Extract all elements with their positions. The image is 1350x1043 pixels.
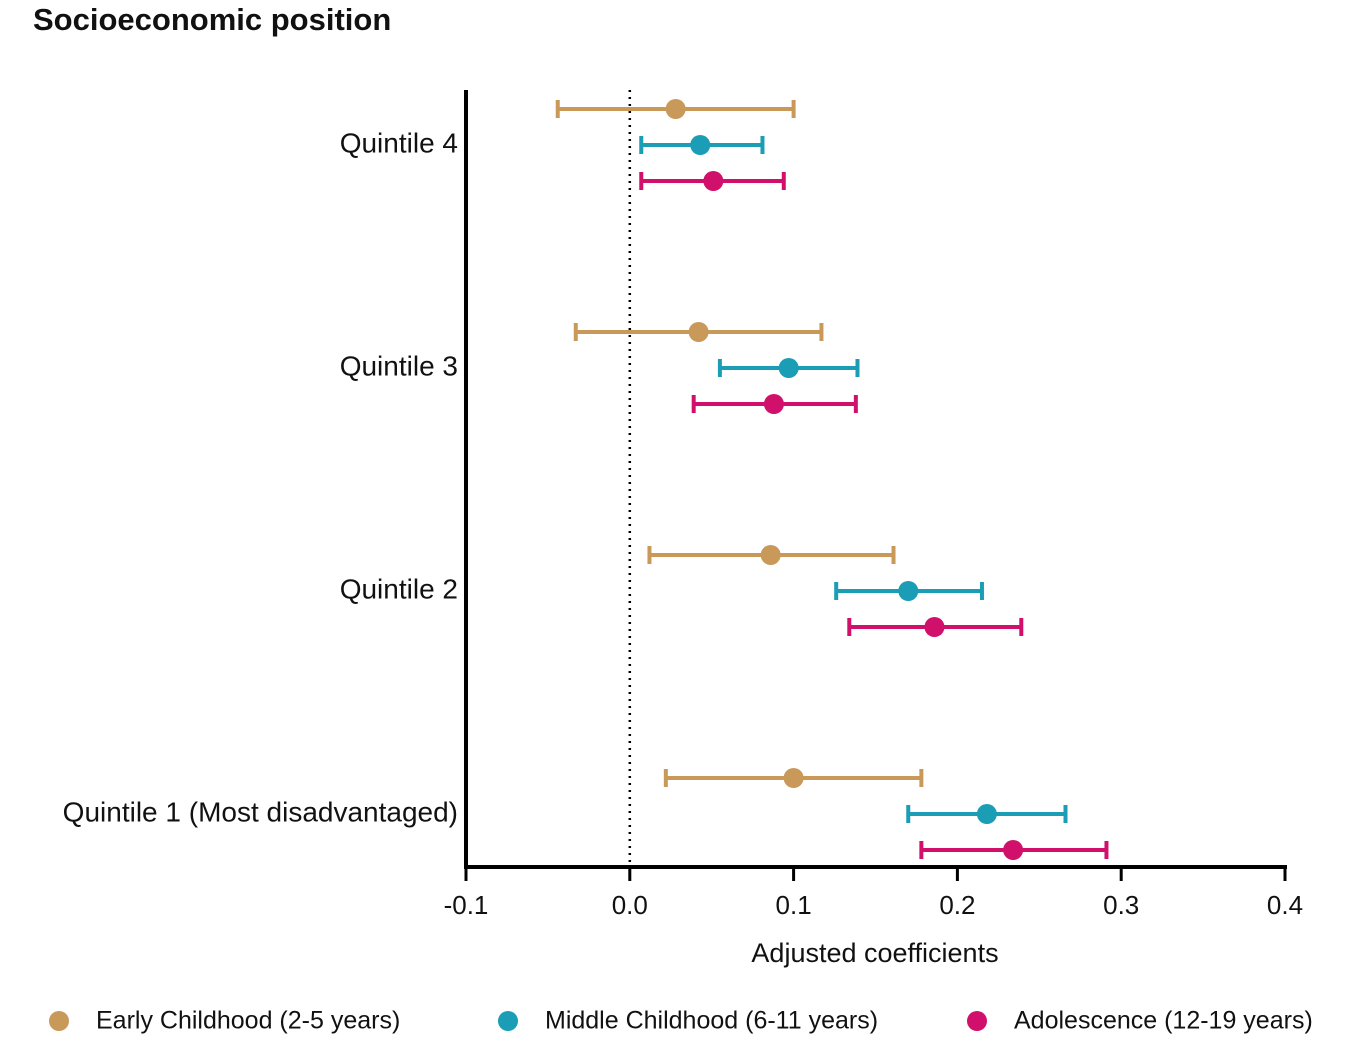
legend-label: Early Childhood (2-5 years)	[96, 1007, 400, 1035]
legend-marker	[498, 1011, 518, 1031]
x-tick-label: 0.0	[612, 890, 648, 920]
x-tick-label: 0.3	[1103, 890, 1139, 920]
x-axis-label: Adjusted coefficients	[751, 938, 998, 968]
category-label: Quintile 3	[340, 350, 458, 381]
point-estimate	[703, 171, 724, 191]
x-tick-label: -0.1	[444, 890, 489, 920]
x-tick-label: 0.4	[1267, 890, 1303, 920]
category-label: Quintile 2	[340, 573, 458, 604]
point-estimate	[690, 135, 711, 155]
point-estimate	[976, 804, 997, 824]
point-estimate	[763, 394, 784, 414]
chart-title: Socioeconomic position	[33, 2, 391, 37]
point-estimate	[665, 99, 686, 119]
point-estimate	[898, 581, 919, 601]
legend-label: Middle Childhood (6-11 years)	[545, 1007, 878, 1035]
point-estimate	[924, 617, 945, 637]
point-estimate	[783, 768, 804, 788]
point-estimate	[778, 358, 799, 378]
point-estimate	[760, 545, 781, 565]
point-estimate	[688, 322, 709, 342]
legend-label: Adolescence (12-19 years)	[1014, 1007, 1313, 1035]
x-tick-label: 0.1	[776, 890, 812, 920]
point-estimate	[1003, 840, 1024, 860]
legend-marker	[967, 1011, 987, 1031]
category-label: Quintile 4	[340, 127, 458, 158]
legend-marker	[49, 1011, 69, 1031]
x-tick-label: 0.2	[939, 890, 975, 920]
category-label: Quintile 1 (Most disadvantaged)	[63, 796, 458, 827]
